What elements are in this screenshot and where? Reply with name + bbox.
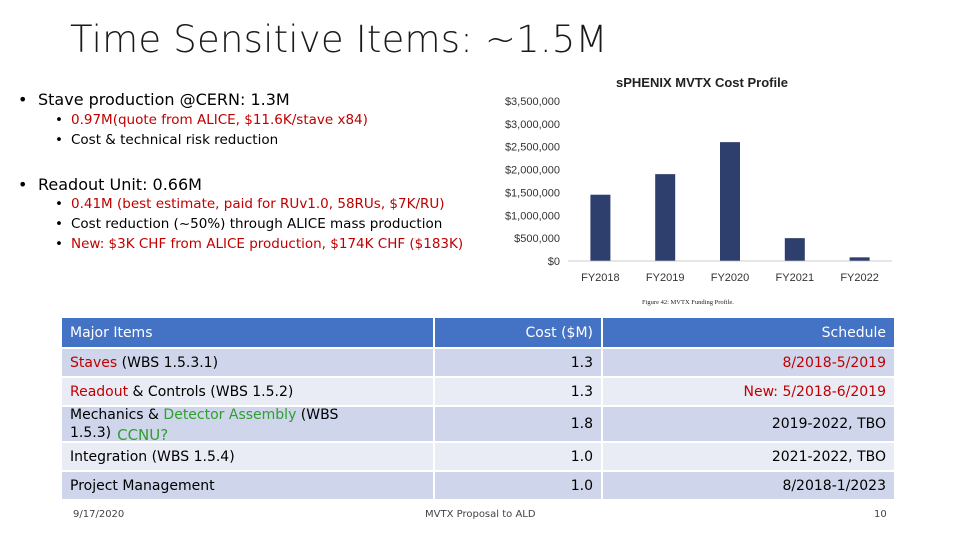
footer-date: 9/17/2020: [73, 509, 125, 520]
bars: [590, 142, 870, 261]
sub-bullet: • New: $3K CHF from ALICE production, $17…: [55, 236, 463, 252]
schedule-cell: 2019-2022, TBO: [601, 405, 896, 443]
header-schedule: Schedule: [601, 316, 896, 349]
x-axis-labels: FY2018 FY2019 FY2020 FY2021 FY2022: [581, 272, 879, 284]
sub-bullet-text: New: $3K CHF from ALICE production, $174…: [71, 236, 464, 252]
bar-fy2022: [849, 257, 870, 261]
sub-bullet-text: 0.41M (best estimate, paid for RUv1.0, 5…: [71, 196, 445, 212]
cost-cell: 1.3: [433, 347, 603, 378]
header-cost: Cost ($M): [433, 316, 603, 349]
cost-cell: 1.3: [433, 376, 603, 407]
footer-center: MVTX Proposal to ALD: [425, 509, 536, 520]
cost-profile-chart: sPHENIX MVTX Cost Profile $0 $500,000 $1,0…: [505, 75, 892, 306]
bullet-text: Readout Unit: 0.66M: [38, 175, 202, 194]
sub-bullet: • Cost & technical risk reduction: [55, 132, 278, 148]
table-row: Integration (WBS 1.5.4) 1.0 2021-2022, T…: [60, 441, 896, 472]
y-tick-label: $1,500,000: [505, 187, 560, 199]
x-tick-label: FY2021: [776, 272, 815, 284]
bullet-dot-icon: •: [18, 90, 28, 109]
bar-fy2020: [720, 142, 740, 261]
table-row: Mechanics & Detector Assembly (WBS 1.5.3…: [60, 405, 896, 444]
bullet-dot-icon: •: [55, 236, 63, 252]
bullet-dot-icon: •: [55, 196, 63, 212]
header-major-items: Major Items: [60, 316, 435, 349]
bullet-readout-unit: • Readout Unit: 0.66M: [18, 175, 202, 194]
bullet-dot-icon: •: [55, 112, 63, 128]
item-wbs: (WBS 1.5.3.1): [117, 354, 219, 371]
item-name: Mechanics &: [70, 407, 164, 423]
item-cell: Integration (WBS 1.5.4): [60, 441, 435, 472]
y-tick-label: $500,000: [514, 233, 560, 245]
sub-bullet: • 0.41M (best estimate, paid for RUv1.0, …: [55, 196, 445, 212]
item-name-green: Detector Assembly: [163, 407, 297, 423]
schedule-cell: New: 5/2018-6/2019: [601, 376, 896, 407]
y-tick-label: $3,000,000: [505, 119, 560, 131]
table-header-row: Major Items Cost ($M) Schedule: [60, 316, 896, 349]
bullet-dot-icon: •: [18, 175, 28, 194]
table-row: Readout & Controls (WBS 1.5.2) 1.3 New: …: [60, 376, 896, 407]
item-name: Staves: [70, 354, 118, 371]
bar-fy2019: [655, 174, 676, 261]
item-wbs: (WBS 1.5.3): [70, 407, 339, 441]
sub-bullet-text: Cost & technical risk reduction: [71, 132, 279, 148]
y-tick-label: $3,500,000: [505, 96, 560, 108]
sub-bullet: • 0.97M(quote from ALICE, $11.6K/stave x8…: [55, 112, 368, 128]
item-cell: Project Management: [60, 470, 435, 501]
x-tick-label: FY2019: [646, 272, 685, 284]
major-items-table: Major Items Cost ($M) Schedule Staves (W…: [60, 316, 896, 501]
x-tick-label: FY2018: [581, 272, 620, 284]
bullet-dot-icon: •: [55, 216, 63, 232]
x-tick-label: FY2022: [840, 272, 879, 284]
cost-cell: 1.8: [433, 405, 603, 443]
y-tick-label: $0: [548, 256, 560, 268]
item-wbs: & Controls (WBS 1.5.2): [128, 383, 294, 400]
bullet-text: Stave production @CERN: 1.3M: [38, 90, 290, 109]
bullet-stave-production: • Stave production @CERN: 1.3M: [18, 90, 290, 109]
schedule-cell: 8/2018-5/2019: [601, 347, 896, 378]
schedule-cell: 8/2018-1/2023: [601, 470, 896, 501]
bar-fy2021: [784, 238, 805, 261]
item-cell: Staves (WBS 1.5.3.1): [60, 347, 435, 378]
y-tick-label: $2,000,000: [505, 165, 560, 177]
item-cell: Mechanics & Detector Assembly (WBS 1.5.3…: [60, 405, 435, 444]
chart-caption: Figure 42: MVTX Funding Profile.: [642, 299, 734, 306]
cost-cell: 1.0: [433, 441, 603, 472]
page-number: 10: [874, 509, 887, 520]
ccnu-note: CCNU?: [117, 426, 169, 444]
item-cell: Readout & Controls (WBS 1.5.2): [60, 376, 435, 407]
sub-bullet-text: Cost reduction (~50%) through ALICE mass…: [71, 216, 443, 232]
y-axis-ticks: $0 $500,000 $1,000,000 $1,500,000 $2,000,000…: [505, 96, 560, 268]
table-row: Staves (WBS 1.5.3.1) 1.3 8/2018-5/2019: [60, 347, 896, 378]
bar-fy2018: [590, 194, 611, 261]
slide-title: Time Sensitive Items: ~1.5M: [70, 18, 608, 61]
item-name: Readout: [70, 383, 129, 400]
y-tick-label: $2,500,000: [505, 142, 560, 154]
table-row: Project Management 1.0 8/2018-1/2023: [60, 470, 896, 501]
cost-cell: 1.0: [433, 470, 603, 501]
sub-bullet-text: 0.97M(quote from ALICE, $11.6K/stave x84…: [71, 112, 368, 128]
bullet-dot-icon: •: [55, 132, 63, 148]
y-tick-label: $1,000,000: [505, 210, 560, 222]
sub-bullet: • Cost reduction (~50%) through ALICE mas…: [55, 216, 442, 232]
schedule-cell: 2021-2022, TBO: [601, 441, 896, 472]
chart-title: sPHENIX MVTX Cost Profile: [616, 75, 788, 90]
x-tick-label: FY2020: [711, 272, 750, 284]
